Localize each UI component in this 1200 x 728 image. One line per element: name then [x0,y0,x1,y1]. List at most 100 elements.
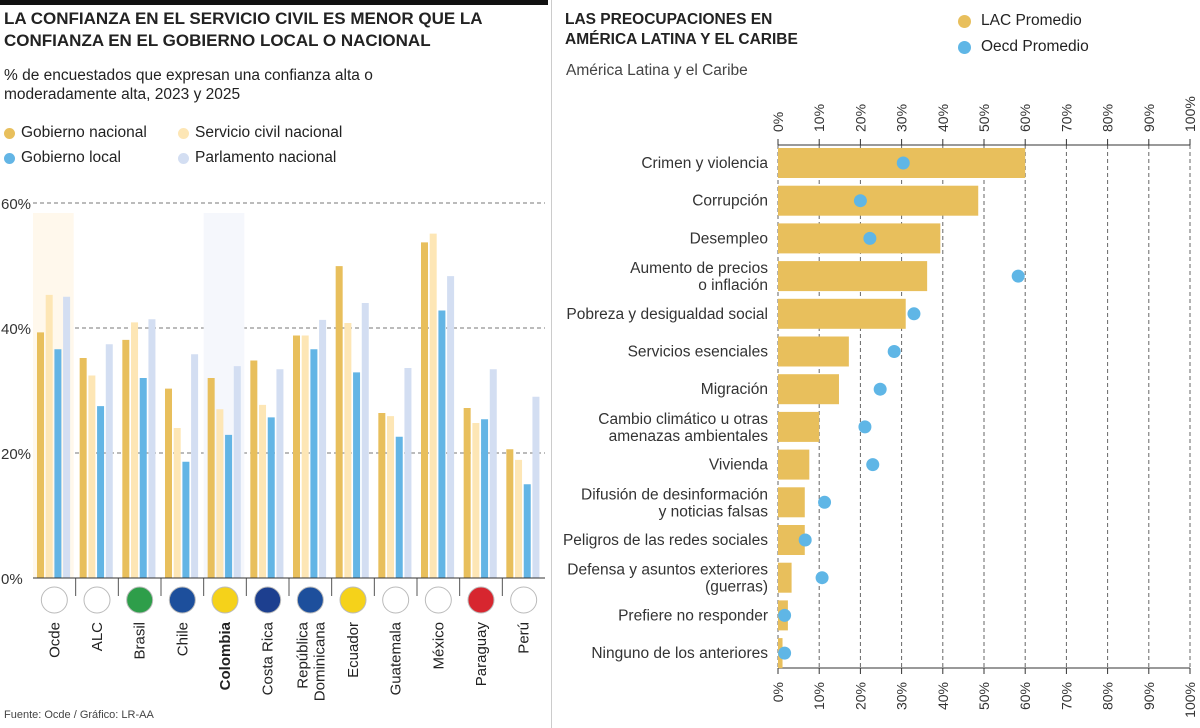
bar-gobierno-local [523,484,531,578]
x-category-label: México [430,622,447,670]
bar-lac-promedio [778,449,810,480]
legend-label: Parlamento nacional [195,149,337,166]
legend-item: Parlamento nacional [178,149,336,167]
legend-swatch [4,127,15,139]
bar-gobierno-nacional [335,266,343,578]
y-category-label: (guerras) [705,579,768,596]
x-tick-label-top: 50% [976,104,992,132]
dot-oecd-promedio [815,571,829,585]
bar-gobierno-local [139,378,147,578]
bar-gobierno-nacional [378,413,386,578]
x-tick-label-top: 40% [935,104,951,132]
dot-oecd-promedio [798,533,812,547]
dot-oecd-promedio [887,345,901,358]
dot-oecd-promedio [866,458,880,472]
x-tick-label-bottom: 10% [811,682,827,710]
bar-servicio-civil-nacional [173,428,181,578]
x-tick-label-bottom: 50% [976,682,992,710]
bar-gobierno-nacional [250,360,258,578]
y-category-label: Prefiere no responder [618,607,768,624]
bar-lac-promedio [778,223,941,254]
bar-servicio-civil-nacional [88,375,96,578]
legend-swatch [4,152,15,164]
left-chart: 0% 20% 40% 60% Ocde ALC Brasil Chile Colombia Cos… [1,196,545,701]
y-category-label: Migración [701,381,768,398]
top-rule [0,0,548,5]
bar-parlamento-nacional [319,319,327,578]
flag-icon [339,586,367,614]
bar-lac-promedio [778,562,792,593]
flag-icon [510,586,538,614]
bar-gobierno-nacional [122,339,130,578]
right-title-line: AMÉRICA LATINA Y EL CARIBE [565,31,798,48]
y-category-label: Aumento de precios [630,260,768,277]
y-tick-label: 40% [1,321,31,338]
bar-servicio-civil-nacional [131,322,139,578]
bar-parlamento-nacional [361,303,369,578]
bar-parlamento-nacional [489,369,497,578]
x-tick-label-bottom: 20% [852,682,868,710]
bar-parlamento-nacional [404,368,412,578]
flag-icon [83,586,111,614]
flag-icon [40,586,68,614]
dot-oecd-promedio [858,420,872,434]
bar-servicio-civil-nacional [344,323,352,578]
x-tick-label-top: 30% [894,104,910,132]
legend-label: LAC Promedio [981,12,1082,29]
legend-swatch [958,40,971,54]
flag-icon [296,586,324,614]
bar-servicio-civil-nacional [429,233,437,578]
x-tick-label-top: 60% [1017,104,1033,132]
flag-icon [168,586,196,614]
region-label: América Latina y el Caribe [566,62,748,79]
dot-oecd-promedio [778,608,792,622]
dot-oecd-promedio [896,156,910,170]
dot-oecd-promedio [1011,269,1025,283]
y-category-label: Defensa y asuntos exteriores [567,562,768,579]
dot-oecd-promedio [863,231,877,245]
bar-parlamento-nacional [148,319,156,578]
x-tick-label-top: 80% [1100,104,1116,132]
y-tick-label: 60% [1,196,31,213]
bar-servicio-civil-nacional [472,423,480,578]
legend-label: Gobierno nacional [21,124,147,141]
dot-oecd-promedio [853,194,867,208]
x-tick-label-bottom: 70% [1058,682,1074,710]
bar-parlamento-nacional [276,369,284,578]
x-tick-label-bottom: 80% [1100,682,1116,710]
bar-parlamento-nacional [447,276,455,578]
flag-icon [126,586,154,614]
right-title-line: LAS PREOCUPACIONES EN [565,11,773,28]
bar-gobierno-local [481,419,489,578]
dot-oecd-promedio [818,495,832,509]
x-tick-label-bottom: 100% [1182,682,1198,718]
y-category-label: Crimen y violencia [641,155,768,172]
x-tick-label-bottom: 0% [770,682,786,702]
y-category-label: Corrupción [692,193,768,210]
x-tick-label-bottom: 90% [1141,682,1157,710]
legend-item: Gobierno nacional [4,124,147,142]
right-title: LAS PREOCUPACIONES EN AMÉRICA LATINA Y EL… [565,10,798,50]
y-tick-label: 20% [1,446,31,463]
bar-gobierno-nacional [421,242,428,578]
flag-icon [254,586,282,614]
flag-icon [467,586,495,614]
x-tick-label-top: 10% [811,104,827,132]
flag-icon [382,586,410,614]
bar-lac-promedio [778,298,906,329]
x-category-label: Chile [174,622,191,656]
bar-lac-promedio [778,411,820,442]
x-tick-label-top: 0% [770,112,786,132]
bar-gobierno-local [395,436,403,578]
x-category-label: Ecuador [345,622,362,678]
left-title: LA CONFIANZA EN EL SERVICIO CIVIL ES MEN… [4,9,482,50]
bar-servicio-civil-nacional [259,404,267,578]
bar-servicio-civil-nacional [45,294,53,578]
bar-servicio-civil-nacional [301,335,309,578]
bar-parlamento-nacional [191,354,199,578]
y-category-label: Difusión de desinformación [581,486,768,503]
bar-parlamento-nacional [63,296,71,578]
y-category-label: o inflación [698,277,768,294]
bar-gobierno-nacional [207,378,215,578]
bar-gobierno-nacional [79,358,87,578]
